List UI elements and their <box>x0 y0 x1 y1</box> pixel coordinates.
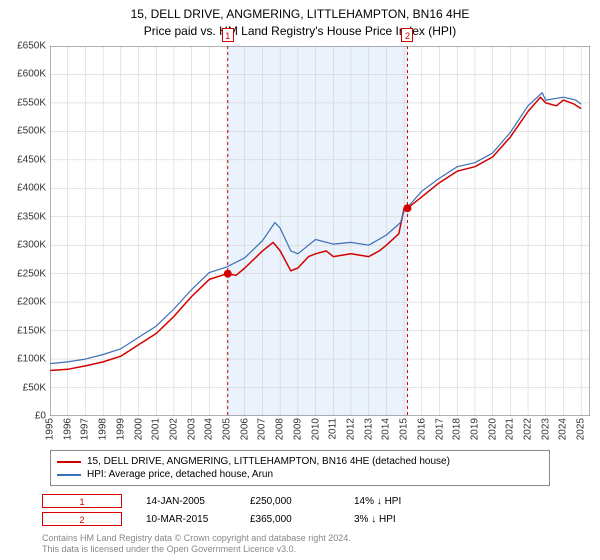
legend-swatch-property <box>57 461 81 463</box>
sale-delta-1: 14% ↓ HPI <box>354 496 434 507</box>
legend-box: 15, DELL DRIVE, ANGMERING, LITTLEHAMPTON… <box>50 450 550 486</box>
x-tick-label: 2006 <box>239 418 250 440</box>
x-tick-label: 2019 <box>469 418 480 440</box>
x-tick-label: 1998 <box>98 418 109 440</box>
sale-date-2: 10-MAR-2015 <box>146 514 226 525</box>
x-tick-label: 2005 <box>222 418 233 440</box>
legend-swatch-hpi <box>57 474 81 476</box>
y-tick-label: £150K <box>17 325 46 336</box>
attrib-line-1: Contains HM Land Registry data © Crown c… <box>42 533 351 545</box>
x-tick-label: 2011 <box>328 418 339 440</box>
x-tick-label: 2007 <box>257 418 268 440</box>
title-line-2: Price paid vs. HM Land Registry's House … <box>0 23 600 40</box>
y-tick-label: £550K <box>17 97 46 108</box>
x-tick-label: 2020 <box>487 418 498 440</box>
y-tick-label: £650K <box>17 41 46 52</box>
x-tick-label: 2003 <box>186 418 197 440</box>
x-tick-label: 2016 <box>416 418 427 440</box>
attrib-line-2: This data is licensed under the Open Gov… <box>42 544 351 556</box>
y-tick-label: £400K <box>17 183 46 194</box>
x-tick-label: 2017 <box>434 418 445 440</box>
x-tick-label: 2010 <box>310 418 321 440</box>
legend-item-property: 15, DELL DRIVE, ANGMERING, LITTLEHAMPTON… <box>57 455 543 468</box>
sale-marker-flag: 1 <box>222 28 234 42</box>
y-tick-label: £250K <box>17 268 46 279</box>
sale-index-box-1: 1 <box>42 494 122 508</box>
sale-row-1: 1 14-JAN-2005 £250,000 14% ↓ HPI <box>42 494 434 508</box>
x-tick-label: 2014 <box>381 418 392 440</box>
sale-row-2: 2 10-MAR-2015 £365,000 3% ↓ HPI <box>42 512 434 526</box>
sale-index-box-2: 2 <box>42 512 122 526</box>
x-tick-label: 2013 <box>363 418 374 440</box>
attribution: Contains HM Land Registry data © Crown c… <box>42 533 351 556</box>
x-tick-label: 1997 <box>80 418 91 440</box>
x-tick-label: 2022 <box>523 418 534 440</box>
x-tick-label: 2008 <box>275 418 286 440</box>
legend-item-hpi: HPI: Average price, detached house, Arun <box>57 468 543 481</box>
legend-label-property: 15, DELL DRIVE, ANGMERING, LITTLEHAMPTON… <box>87 456 450 467</box>
y-tick-label: £300K <box>17 240 46 251</box>
sale-date-1: 14-JAN-2005 <box>146 496 226 507</box>
x-tick-label: 2012 <box>345 418 356 440</box>
x-tick-label: 2015 <box>399 418 410 440</box>
y-tick-label: £450K <box>17 154 46 165</box>
sales-table: 1 14-JAN-2005 £250,000 14% ↓ HPI 2 10-MA… <box>42 494 434 530</box>
sale-marker-flag: 2 <box>401 28 413 42</box>
x-tick-label: 2018 <box>452 418 463 440</box>
x-tick-label: 2001 <box>151 418 162 440</box>
x-tick-label: 2004 <box>204 418 215 440</box>
x-tick-label: 1996 <box>62 418 73 440</box>
x-tick-label: 1999 <box>115 418 126 440</box>
y-tick-label: £350K <box>17 211 46 222</box>
sale-price-2: £365,000 <box>250 514 330 525</box>
legend-label-hpi: HPI: Average price, detached house, Arun <box>87 469 273 480</box>
x-tick-label: 2000 <box>133 418 144 440</box>
chart-plot-area: £0£50K£100K£150K£200K£250K£300K£350K£400… <box>50 46 590 416</box>
y-tick-label: £500K <box>17 126 46 137</box>
y-tick-label: £600K <box>17 69 46 80</box>
y-tick-label: £100K <box>17 354 46 365</box>
chart-container: 15, DELL DRIVE, ANGMERING, LITTLEHAMPTON… <box>0 0 600 560</box>
x-tick-label: 2002 <box>168 418 179 440</box>
y-tick-label: £200K <box>17 297 46 308</box>
chart-title: 15, DELL DRIVE, ANGMERING, LITTLEHAMPTON… <box>0 0 600 40</box>
y-tick-label: £50K <box>23 382 46 393</box>
x-tick-label: 2024 <box>558 418 569 440</box>
sale-delta-2: 3% ↓ HPI <box>354 514 434 525</box>
x-tick-label: 2021 <box>505 418 516 440</box>
title-line-1: 15, DELL DRIVE, ANGMERING, LITTLEHAMPTON… <box>0 6 600 23</box>
x-tick-label: 2023 <box>540 418 551 440</box>
sale-price-1: £250,000 <box>250 496 330 507</box>
x-tick-label: 2009 <box>292 418 303 440</box>
x-tick-label: 1995 <box>45 418 56 440</box>
x-tick-label: 2025 <box>576 418 587 440</box>
